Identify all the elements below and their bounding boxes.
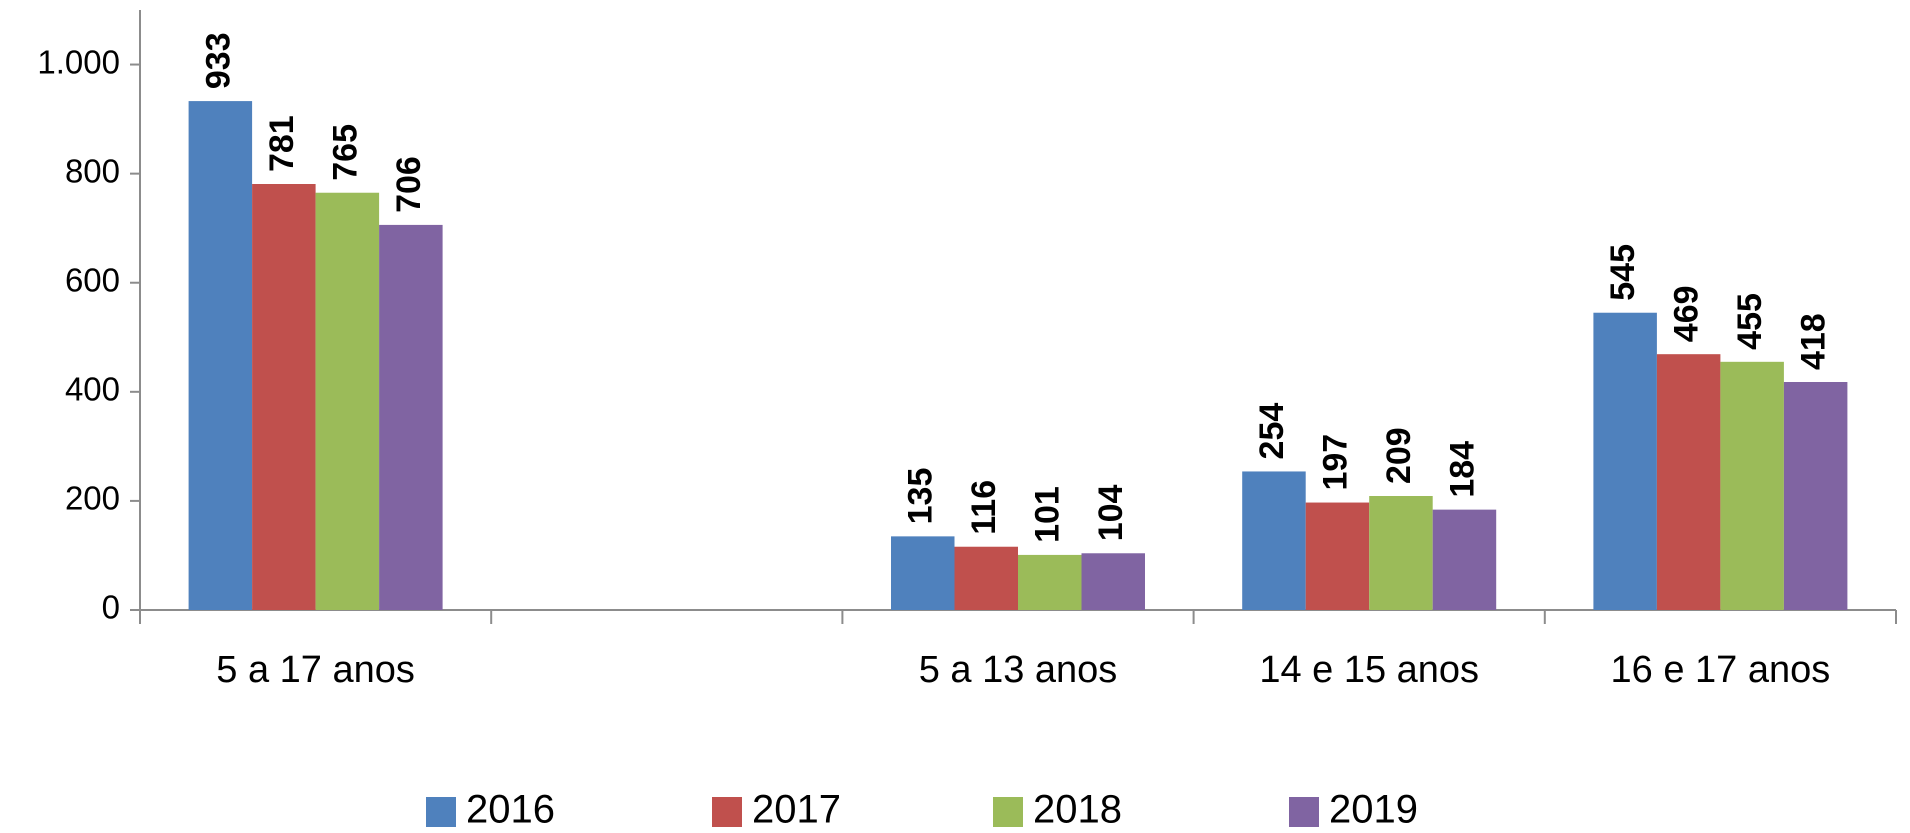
legend-swatch bbox=[993, 797, 1023, 827]
y-tick-label: 800 bbox=[65, 152, 120, 189]
bar bbox=[1242, 471, 1306, 610]
data-label: 254 bbox=[1253, 403, 1291, 460]
data-label: 184 bbox=[1443, 441, 1481, 498]
bar bbox=[188, 101, 253, 610]
data-label: 209 bbox=[1380, 427, 1418, 484]
legend-label: 2016 bbox=[466, 788, 555, 832]
legend-label: 2019 bbox=[1329, 788, 1418, 832]
data-label: 197 bbox=[1316, 434, 1354, 491]
data-label: 418 bbox=[1795, 313, 1833, 370]
bar bbox=[1018, 554, 1082, 610]
legend-label: 2018 bbox=[1033, 788, 1122, 832]
legend-swatch bbox=[712, 797, 742, 827]
bar bbox=[252, 184, 316, 610]
data-label: 455 bbox=[1731, 293, 1769, 350]
bar bbox=[891, 536, 955, 610]
data-label: 104 bbox=[1092, 484, 1130, 541]
legend-swatch bbox=[1289, 797, 1319, 827]
bar bbox=[954, 546, 1018, 610]
y-tick-label: 600 bbox=[65, 261, 120, 298]
bar bbox=[1432, 509, 1497, 610]
data-label: 116 bbox=[965, 480, 1003, 535]
x-tick-label: 16 e 17 anos bbox=[1611, 649, 1831, 691]
bar bbox=[1081, 553, 1145, 610]
legend-label: 2017 bbox=[752, 788, 841, 832]
y-tick-label: 0 bbox=[102, 589, 120, 626]
bar bbox=[315, 192, 380, 610]
data-label: 545 bbox=[1604, 244, 1642, 301]
data-label: 781 bbox=[263, 115, 301, 172]
data-label: 706 bbox=[390, 156, 428, 213]
bar bbox=[1369, 496, 1433, 610]
bar bbox=[379, 224, 443, 610]
legend-swatch bbox=[426, 797, 456, 827]
y-tick-label: 400 bbox=[65, 371, 120, 408]
y-tick-label: 1.000 bbox=[37, 43, 120, 80]
x-tick-label: 5 a 13 anos bbox=[919, 649, 1118, 691]
y-tick-label: 200 bbox=[65, 480, 120, 517]
data-label: 765 bbox=[326, 124, 364, 181]
bar bbox=[1305, 502, 1370, 610]
x-tick-label: 14 e 15 anos bbox=[1259, 649, 1479, 691]
data-label: 933 bbox=[199, 32, 237, 89]
data-label: 135 bbox=[902, 468, 940, 525]
data-label: 101 bbox=[1029, 486, 1067, 543]
x-tick-label: 5 a 17 anos bbox=[216, 649, 415, 691]
bar bbox=[1593, 312, 1657, 610]
bar bbox=[1783, 382, 1848, 610]
bar bbox=[1720, 361, 1784, 610]
data-label: 469 bbox=[1668, 285, 1706, 342]
bar bbox=[1656, 354, 1721, 610]
